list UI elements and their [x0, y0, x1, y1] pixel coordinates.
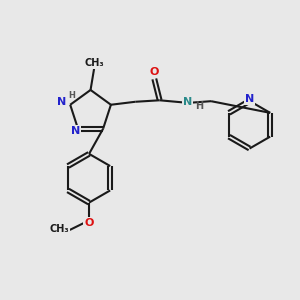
Text: O: O	[84, 218, 94, 228]
Text: H: H	[195, 101, 203, 111]
Text: N: N	[183, 97, 192, 107]
Text: O: O	[149, 68, 158, 77]
Text: N: N	[57, 98, 67, 107]
Text: CH₃: CH₃	[84, 58, 104, 68]
Text: H: H	[68, 91, 75, 100]
Text: N: N	[245, 94, 254, 104]
Text: N: N	[71, 126, 80, 136]
Text: CH₃: CH₃	[50, 224, 69, 234]
